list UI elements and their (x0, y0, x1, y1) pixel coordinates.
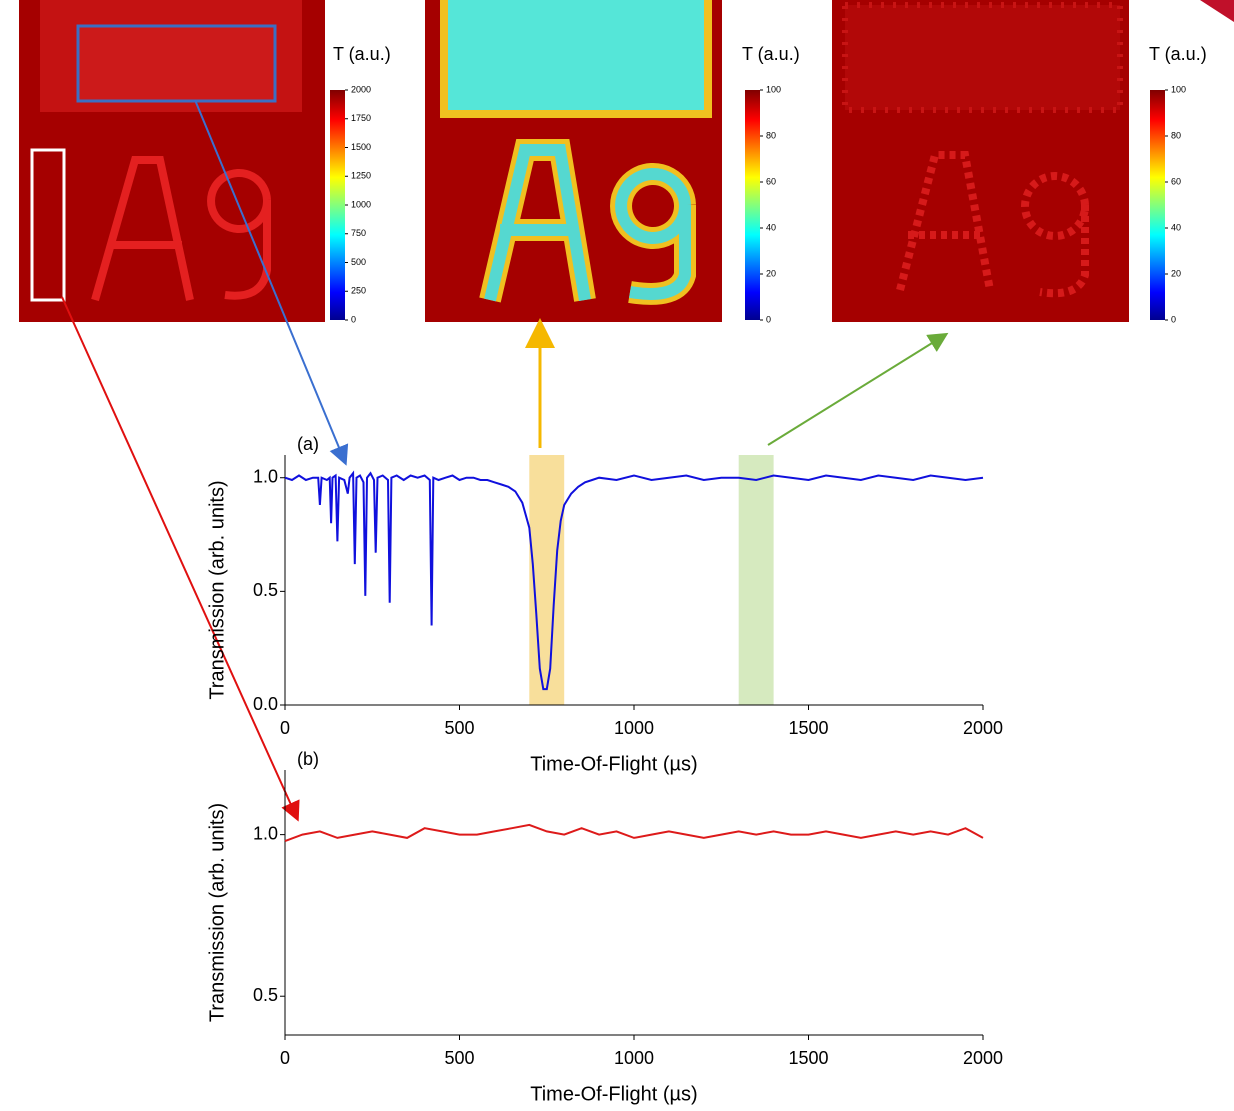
x-tick-label: 2000 (963, 718, 1003, 738)
corner-mark (1200, 0, 1234, 22)
colorbar-tick-label: 80 (1171, 130, 1181, 140)
colorbar-label: T (a.u.) (1149, 44, 1207, 64)
image-2 (425, 0, 722, 322)
panel-label: (a) (297, 434, 319, 454)
panel-label: (b) (297, 749, 319, 769)
colorbar (330, 90, 345, 320)
highlight-band (529, 455, 565, 705)
colorbar-tick-label: 20 (1171, 268, 1181, 278)
arrow (767, 332, 949, 446)
colorbar-tick-label: 2000 (351, 84, 371, 94)
y-tick-label: 0.0 (253, 694, 278, 714)
colorbar-tick-label: 80 (766, 130, 776, 140)
y-axis-title: Transmission (arb. units) (206, 803, 228, 1022)
image-1 (19, 0, 325, 322)
colorbar-tick-label: 60 (1171, 176, 1181, 186)
colorbar-tick-label: 0 (351, 314, 356, 324)
colorbar-tick-label: 250 (351, 286, 366, 296)
colorbar-tick-label: 1000 (351, 199, 371, 209)
x-tick-label: 2000 (963, 1048, 1003, 1068)
image-3 (832, 0, 1129, 322)
colorbar (745, 90, 760, 320)
x-tick-label: 1500 (788, 1048, 828, 1068)
colorbar-tick-label: 20 (766, 268, 776, 278)
arrow (194, 99, 349, 466)
colorbar-tick-label: 0 (1171, 314, 1176, 324)
colorbar-tick-label: 1500 (351, 142, 371, 152)
y-tick-label: 1.0 (253, 823, 278, 843)
colorbar-tick-label: 40 (766, 222, 776, 232)
data-line (284, 823, 984, 843)
colorbar-tick-label: 750 (351, 228, 366, 238)
arrow (61, 296, 300, 822)
colorbar-tick-label: 100 (766, 84, 781, 94)
colorbar-label: T (a.u.) (333, 44, 391, 64)
y-tick-label: 0.5 (253, 985, 278, 1005)
colorbar (1150, 90, 1165, 320)
x-tick-label: 1500 (788, 718, 828, 738)
colorbar-tick-label: 60 (766, 176, 776, 186)
x-tick-label: 0 (280, 718, 290, 738)
colorbar-tick-label: 0 (766, 314, 771, 324)
colorbar-tick-label: 500 (351, 257, 366, 267)
colorbar-tick-label: 40 (1171, 222, 1181, 232)
highlight-band (738, 455, 774, 705)
x-tick-label: 0 (280, 1048, 290, 1068)
x-tick-label: 500 (444, 1048, 474, 1068)
y-axis-title: Transmission (arb. units) (206, 480, 228, 699)
x-axis-title: Time-Of-Flight (µs) (530, 753, 697, 775)
colorbar-tick-label: 1250 (351, 171, 371, 181)
x-tick-label: 500 (444, 718, 474, 738)
colorbar-tick-label: 1750 (351, 113, 371, 123)
x-tick-label: 1000 (614, 718, 654, 738)
y-tick-label: 1.0 (253, 466, 278, 486)
y-tick-label: 0.5 (253, 580, 278, 600)
x-axis-title: Time-Of-Flight (µs) (530, 1083, 697, 1105)
x-tick-label: 1000 (614, 1048, 654, 1068)
colorbar-label: T (a.u.) (742, 44, 800, 64)
colorbar-tick-label: 100 (1171, 84, 1186, 94)
data-line (284, 470, 984, 691)
